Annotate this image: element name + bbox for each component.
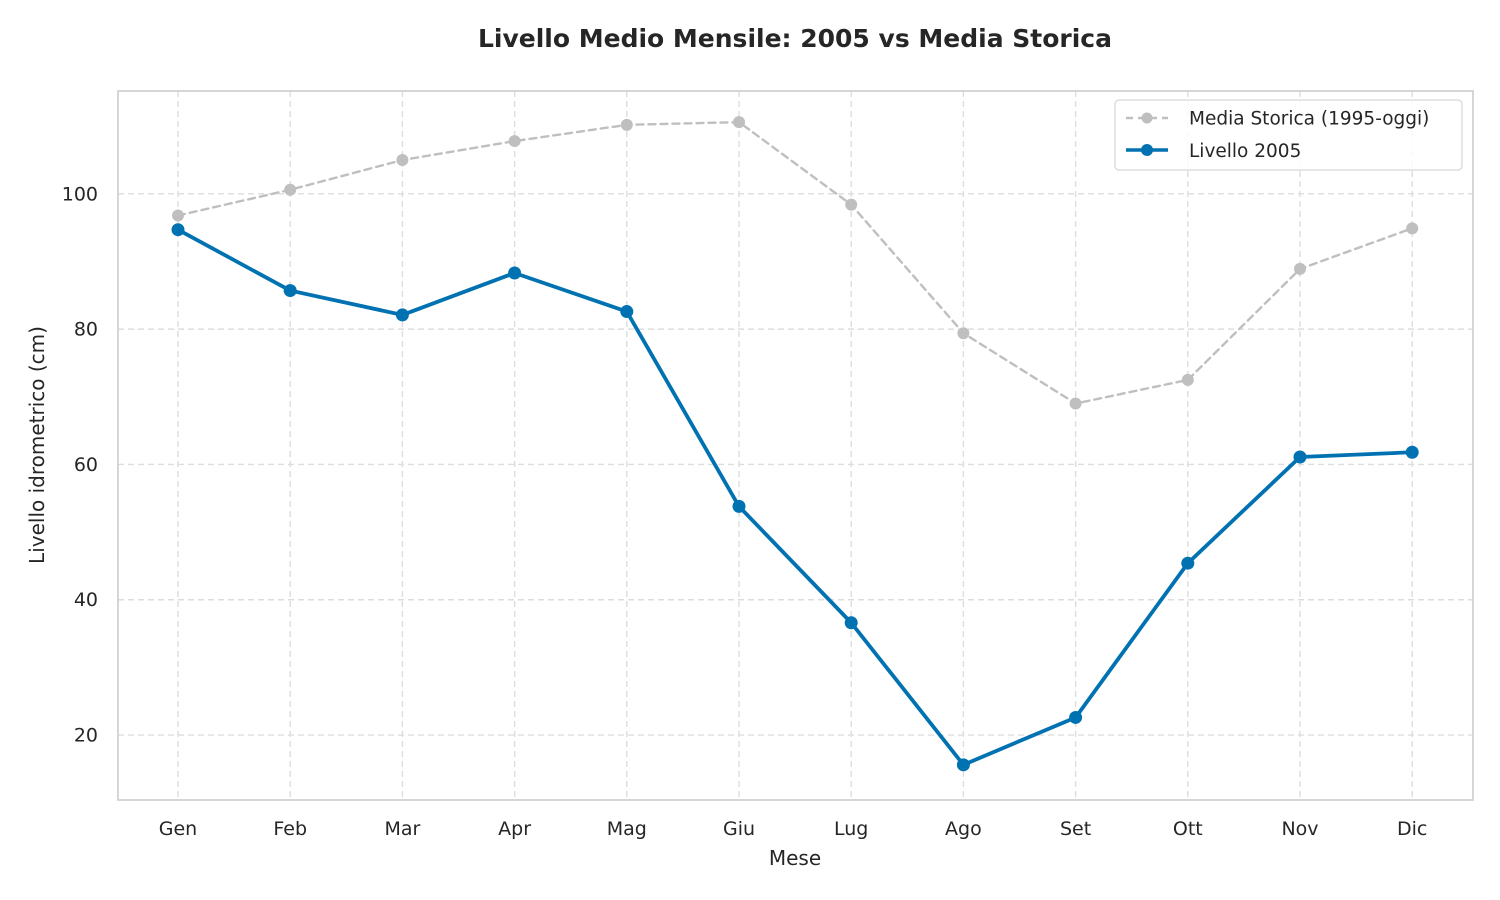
x-tick-label-nov: Nov: [1281, 818, 1318, 840]
y-tick-label-60: 60: [74, 454, 98, 476]
data-point-livello-2005-mag: [620, 305, 634, 319]
data-point-media-storica-1995-oggi-mar: [396, 154, 409, 167]
data-point-livello-2005-giu: [732, 499, 746, 513]
data-point-media-storica-1995-oggi-gen: [172, 209, 184, 222]
data-point-livello-2005-ago: [956, 758, 970, 772]
y-axis-label: Livello idrometrico (cm): [25, 326, 49, 564]
y-tick-label-100: 100: [62, 183, 98, 205]
legend-box: [1114, 99, 1463, 171]
series-livello-2005: [171, 223, 1419, 772]
chart-title: Livello Medio Mensile: 2005 vs Media Sto…: [478, 24, 1112, 53]
x-tick-label-ott: Ott: [1173, 818, 1203, 840]
x-tick-label-lug: Lug: [834, 818, 868, 840]
legend-marker-media-storica: [1141, 112, 1153, 124]
data-point-livello-2005-gen: [171, 223, 185, 237]
y-tick-label-40: 40: [74, 589, 98, 611]
data-point-livello-2005-nov: [1293, 450, 1307, 464]
y-tick-label-80: 80: [74, 319, 98, 341]
data-point-media-storica-1995-oggi-lug: [845, 198, 858, 211]
x-tick-label-gen: Gen: [159, 818, 197, 840]
x-axis-ticks: Gen Feb Mar Apr Mag Giu Lug Ago Set Ott Nov Dic: [159, 818, 1428, 840]
legend-label-livello-2005: Livello 2005: [1189, 141, 1301, 162]
x-tick-label-apr: Apr: [498, 818, 531, 840]
data-point-livello-2005-apr: [508, 266, 522, 280]
x-tick-label-dic: Dic: [1397, 818, 1427, 840]
data-point-livello-2005-dic: [1405, 445, 1419, 459]
legend-marker-livello-2005: [1141, 144, 1153, 156]
data-point-livello-2005-feb: [283, 284, 297, 298]
data-point-livello-2005-set: [1069, 710, 1083, 724]
x-tick-label-mag: Mag: [607, 818, 647, 840]
data-point-media-storica-1995-oggi-nov: [1294, 262, 1306, 275]
grid: [118, 91, 1473, 800]
x-tick-label-ago: Ago: [945, 818, 982, 840]
data-point-livello-2005-mar: [395, 308, 409, 322]
data-point-media-storica-1995-oggi-set: [1069, 397, 1082, 410]
x-tick-label-feb: Feb: [273, 818, 307, 840]
data-point-media-storica-1995-oggi-ott: [1181, 373, 1194, 386]
x-tick-label-set: Set: [1060, 818, 1091, 840]
series-media-storica-1995-oggi: [172, 116, 1419, 410]
data-point-media-storica-1995-oggi-apr: [508, 135, 521, 148]
plot-frame: [117, 90, 1474, 801]
data-point-media-storica-1995-oggi-feb: [284, 183, 297, 196]
series-line-media-storica-1995-oggi: [176, 120, 1414, 405]
series-line-livello-2005: [176, 227, 1415, 767]
legend: Media Storica (1995-oggi) Livello 2005: [1114, 99, 1463, 171]
series-group: [171, 116, 1419, 772]
x-tick-label-giu: Giu: [723, 818, 755, 840]
legend-label-media-storica: Media Storica (1995-oggi): [1189, 109, 1429, 130]
x-axis-label: Mese: [769, 846, 821, 870]
y-tick-label-20: 20: [74, 725, 98, 747]
y-axis-ticks: 20 40 60 80 100: [62, 183, 98, 746]
x-tick-label-mar: Mar: [384, 818, 420, 840]
data-point-livello-2005-ott: [1181, 556, 1195, 570]
data-point-livello-2005-lug: [844, 616, 858, 630]
data-point-media-storica-1995-oggi-ago: [957, 327, 970, 340]
data-point-media-storica-1995-oggi-dic: [1406, 222, 1419, 235]
data-point-media-storica-1995-oggi-giu: [733, 116, 745, 129]
data-point-media-storica-1995-oggi-mag: [620, 118, 633, 131]
